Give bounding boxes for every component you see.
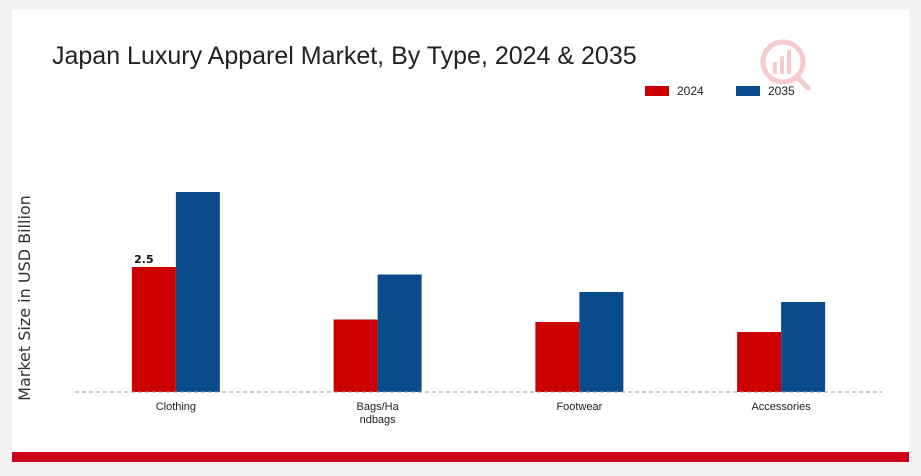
bar-2024-1 — [333, 319, 378, 392]
data-label-0: 2.5 — [134, 253, 154, 266]
x-tick-label-0: Clothing — [156, 401, 196, 413]
bar-2035-2 — [579, 292, 624, 392]
bar-2035-3 — [781, 302, 826, 392]
bar-2035-1 — [377, 274, 422, 392]
y-axis-label: Market Size in USD Billion — [15, 195, 34, 401]
x-tick-labels: Clothing Bags/Ha ndbags Footwear Accessories — [156, 401, 812, 426]
bar-2024-3 — [737, 332, 782, 392]
data-labels-group: 2.5 — [134, 253, 154, 266]
x-tick-label-1: Bags/Ha ndbags — [357, 401, 400, 426]
bars-group — [131, 192, 826, 392]
market-research-logo-icon — [760, 39, 811, 91]
x-tick-label-2: Footwear — [556, 401, 602, 413]
bar-2024-2 — [535, 322, 580, 392]
legend-label-2024: 2024 — [677, 84, 704, 98]
bottom-accent-bar — [12, 452, 909, 462]
legend-label-2035: 2035 — [768, 84, 795, 98]
bar-2035-0 — [175, 192, 220, 392]
chart-legend: 2024 2035 — [645, 84, 795, 98]
legend-swatch-2024 — [645, 86, 669, 96]
bar-2024-0 — [131, 267, 176, 392]
legend-swatch-2035 — [736, 86, 760, 96]
x-tick-label-3: Accessories — [751, 401, 811, 413]
chart-title: Japan Luxury Apparel Market, By Type, 20… — [52, 42, 637, 70]
